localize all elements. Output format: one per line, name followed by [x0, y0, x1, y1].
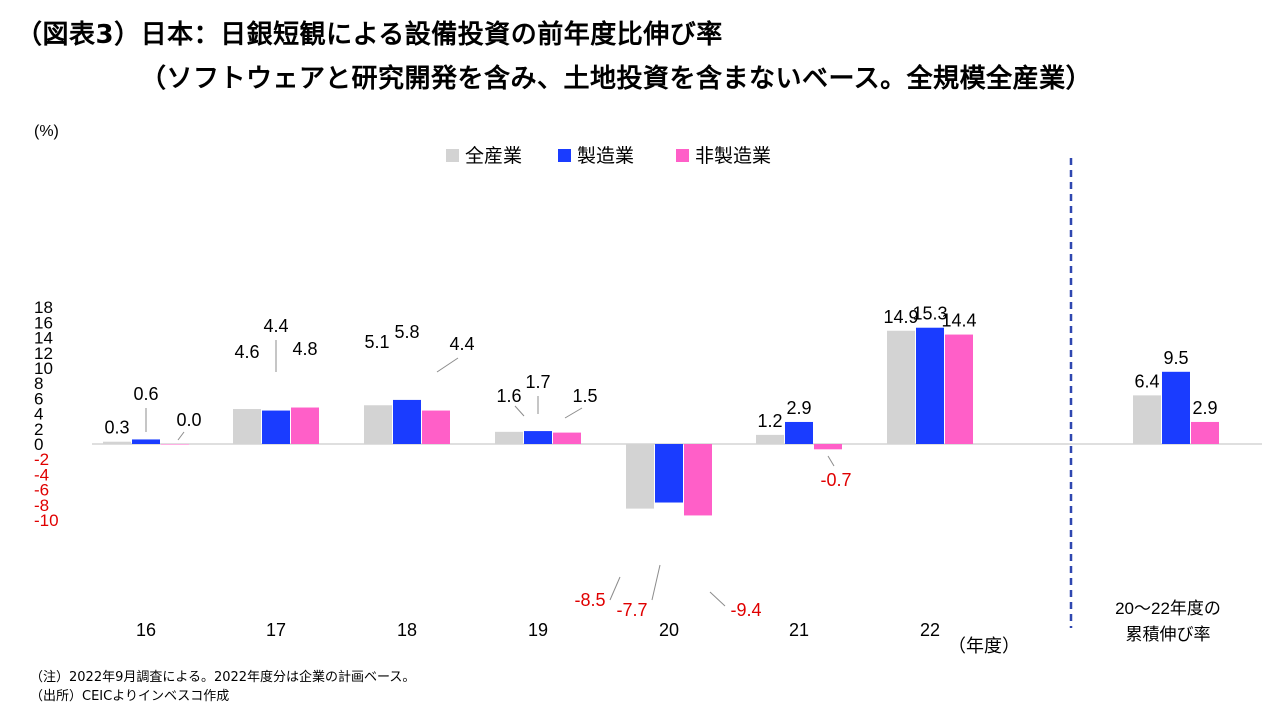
y-tick-label: 14: [34, 329, 53, 348]
x-axis-unit: （年度）: [948, 636, 1020, 656]
bar-nonmfg: [291, 407, 319, 444]
bar-nonmfg: [945, 334, 973, 444]
y-tick-label: -8: [34, 496, 49, 515]
data-label-mfg: -7.7: [616, 600, 647, 620]
bar-mfg: [524, 431, 552, 444]
y-axis-unit: (%): [34, 123, 59, 140]
x-category-label: 16: [136, 620, 156, 640]
bar-all: [233, 409, 261, 444]
bar-nonmfg: [814, 444, 842, 450]
bar-nonmfg: [422, 410, 450, 444]
data-label-all: 1.2: [757, 411, 782, 431]
data-label-mfg: 9.5: [1163, 348, 1188, 368]
data-label-all: -8.5: [574, 590, 605, 610]
data-label-mfg: 15.3: [912, 304, 947, 324]
label-leader-line: [436, 357, 459, 373]
bar-all: [495, 431, 523, 444]
bar-mfg: [916, 327, 944, 444]
data-label-mfg: 2.9: [786, 398, 811, 418]
y-tick-label: 6: [34, 389, 43, 408]
y-tick-label: 2: [34, 420, 43, 439]
y-tick-label: 12: [34, 344, 53, 363]
y-tick-label: -10: [34, 511, 59, 530]
legend-label-mfg: 製造業: [577, 145, 634, 167]
y-tick-label: 10: [34, 359, 53, 378]
y-tick-label: 18: [34, 298, 53, 317]
data-label-nonmfg: 4.4: [449, 334, 474, 354]
label-leader-line: [177, 431, 185, 441]
label-leader-line: [514, 405, 525, 417]
x-category-label-cumulative-line1: 20～22年度の: [1115, 599, 1221, 618]
label-leader-line: [609, 576, 621, 601]
y-tick-label: 16: [34, 313, 53, 332]
chart-title-line2: （ソフトウェアと研究開発を含み、土地投資を含まないベース。全規模全産業）: [140, 64, 1093, 94]
bar-mfg: [393, 399, 421, 444]
label-leader-line: [709, 591, 726, 607]
data-label-all: 0.3: [104, 418, 129, 438]
x-category-label: 18: [397, 620, 417, 640]
bar-nonmfg: [1191, 421, 1219, 444]
chart-title-line1: （図表3）日本：日銀短観による設備投資の前年度比伸び率: [16, 20, 723, 50]
bar-mfg: [262, 410, 290, 444]
y-tick-label: -6: [34, 481, 49, 500]
legend-swatch-mfg: [558, 149, 571, 162]
y-tick-label: -4: [34, 465, 49, 484]
data-label-all: 1.6: [496, 386, 521, 406]
data-label-mfg: 1.7: [525, 372, 550, 392]
x-category-label: 20: [659, 620, 679, 640]
footnotes: （注）2022年9月調査による。2022年度分は企業の計画ベース。 （出所）CE…: [30, 668, 415, 706]
bar-nonmfg: [161, 444, 189, 445]
data-label-all: 5.1: [364, 332, 389, 352]
bar-nonmfg: [684, 444, 712, 516]
data-label-nonmfg: 1.5: [572, 386, 597, 406]
y-tick-label: 4: [34, 405, 43, 424]
legend-swatch-all: [446, 149, 459, 162]
data-label-all: 6.4: [1134, 371, 1159, 391]
bar-mfg: [1162, 371, 1190, 444]
label-leader-line: [827, 455, 835, 467]
label-leader-line: [564, 407, 583, 419]
data-label-all: 4.6: [234, 342, 259, 362]
legend-swatch-nonmfg: [676, 149, 689, 162]
bar-all: [626, 444, 654, 509]
bar-mfg: [785, 421, 813, 444]
data-label-nonmfg: 14.4: [941, 311, 976, 331]
bar-all: [756, 434, 784, 444]
bar-nonmfg: [553, 432, 581, 444]
bar-all: [1133, 395, 1161, 444]
data-label-all: 14.9: [883, 307, 918, 327]
bar-mfg: [132, 439, 160, 444]
bar-all: [364, 405, 392, 444]
legend-label-all: 全産業: [465, 145, 522, 167]
label-leader-line: [651, 564, 661, 601]
bar-all: [103, 441, 131, 444]
data-label-nonmfg: -0.7: [820, 470, 851, 490]
y-tick-label: 8: [34, 374, 43, 393]
data-label-nonmfg: 4.8: [292, 339, 317, 359]
data-label-nonmfg: -9.4: [730, 600, 761, 620]
x-category-label: 19: [528, 620, 548, 640]
legend-label-nonmfg: 非製造業: [695, 145, 771, 167]
data-label-nonmfg: 0.0: [176, 410, 201, 430]
data-label-mfg: 5.8: [394, 322, 419, 342]
y-tick-label: 0: [34, 435, 43, 454]
data-label-mfg: 0.6: [133, 384, 158, 404]
x-category-label: 17: [266, 620, 286, 640]
x-category-label-cumulative-line2: 累積伸び率: [1126, 625, 1211, 644]
bar-all: [887, 330, 915, 444]
y-tick-label: -2: [34, 450, 49, 469]
data-label-nonmfg: 2.9: [1192, 398, 1217, 418]
source-text: （出所）CEICよりインベスコ作成: [30, 689, 230, 704]
data-label-mfg: 4.4: [263, 316, 288, 336]
note-text: （注）2022年9月調査による。2022年度分は企業の計画ベース。: [30, 670, 416, 685]
x-category-label: 21: [789, 620, 809, 640]
x-category-label: 22: [920, 620, 940, 640]
bar-mfg: [655, 444, 683, 503]
